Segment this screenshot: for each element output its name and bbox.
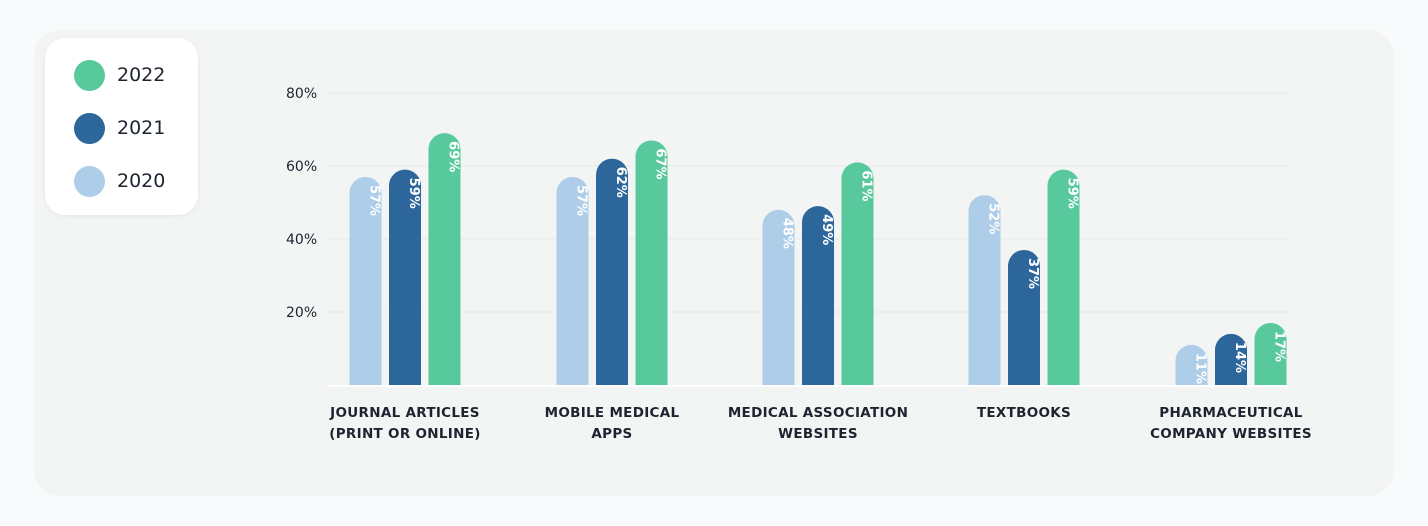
y-tick-label: 20% [286, 305, 317, 321]
category-label: MOBILE MEDICAL [545, 405, 680, 421]
bar-value-label: 17% [1272, 331, 1287, 362]
bar-value-label: 67% [653, 148, 668, 179]
category-label: APPS [591, 426, 632, 442]
bar-2021 [389, 169, 421, 385]
bar-value-label: 59% [1065, 178, 1080, 209]
category-label: COMPANY WEBSITES [1150, 426, 1312, 442]
bar-2021 [596, 158, 628, 385]
category-label: MEDICAL ASSOCIATION [728, 405, 908, 421]
bar-2020 [556, 176, 589, 385]
bar-value-label: 11% [1193, 353, 1208, 384]
bar-value-label: 49% [819, 214, 834, 245]
bar-2020 [762, 209, 795, 385]
bar-value-label: 14% [1232, 342, 1247, 373]
category-label: TEXTBOOKS [977, 405, 1071, 421]
legend-label: 2021 [117, 117, 166, 139]
legend-swatch [74, 165, 105, 197]
bar-value-label: 62% [613, 167, 628, 198]
bar-value-label: 57% [367, 185, 382, 216]
bar-value-label: 69% [446, 141, 461, 172]
bar-2021 [1215, 333, 1247, 385]
category-label: WEBSITES [778, 426, 858, 442]
bar-2021 [802, 206, 834, 385]
bar-2022 [1254, 322, 1287, 385]
legend-item-2021: 2021 [74, 112, 165, 144]
bar-2022 [635, 140, 668, 385]
category-label: (PRINT OR ONLINE) [329, 426, 480, 442]
bar-2022 [428, 133, 461, 385]
bar-value-label: 57% [574, 185, 589, 216]
chart-card [34, 30, 1394, 496]
bar-2020 [968, 195, 1001, 385]
legend: 2022 2021 2020 [45, 38, 198, 215]
bar-2021 [1008, 249, 1040, 385]
category-label: PHARMACEUTICAL [1159, 405, 1302, 421]
legend-item-2022: 2022 [74, 59, 165, 91]
legend-swatch [74, 112, 105, 144]
bar-2020 [349, 176, 382, 385]
legend-label: 2020 [117, 170, 166, 192]
bar-2022 [1047, 169, 1080, 385]
y-tick-label: 40% [286, 232, 317, 248]
bar-2022 [841, 162, 874, 385]
bar-value-label: 61% [859, 170, 874, 201]
legend-label: 2022 [117, 64, 166, 86]
legend-swatch [74, 59, 105, 91]
bar-value-label: 52% [986, 203, 1001, 234]
legend-item-2020: 2020 [74, 165, 165, 197]
y-tick-label: 60% [286, 159, 317, 175]
bar-value-label: 59% [406, 178, 421, 209]
y-tick-label: 80% [286, 86, 317, 102]
bar-2020 [1175, 344, 1208, 385]
bar-value-label: 48% [780, 218, 795, 249]
bar-value-label: 37% [1025, 258, 1040, 289]
category-label: JOURNAL ARTICLES [329, 405, 480, 421]
